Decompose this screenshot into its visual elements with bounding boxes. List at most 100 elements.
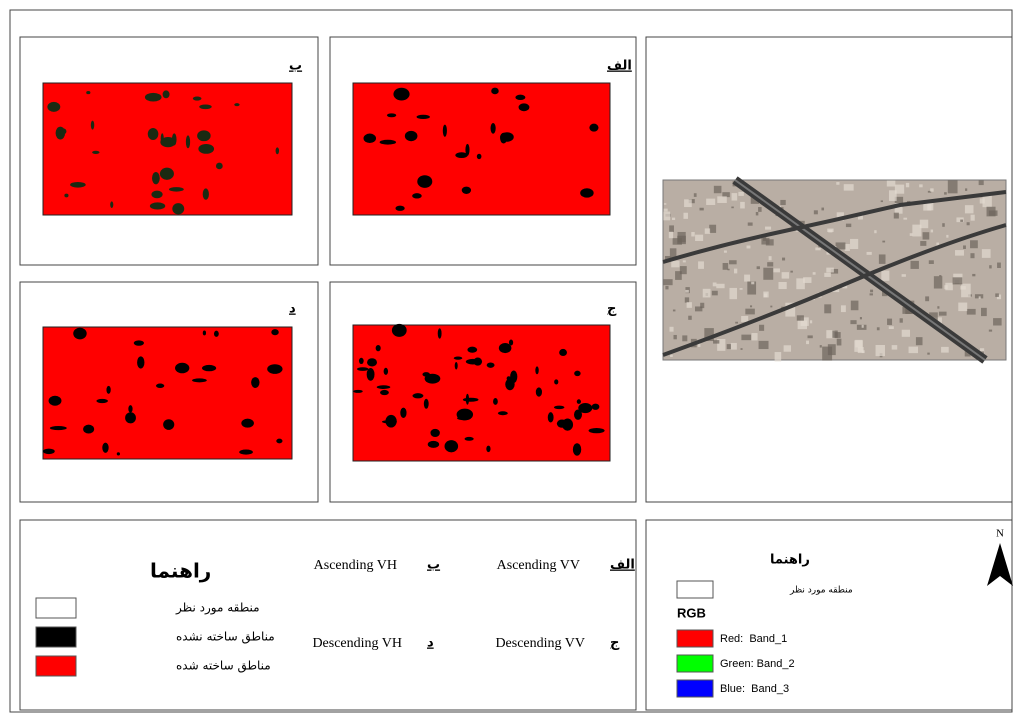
unbuilt-patch xyxy=(149,202,166,210)
unbuilt-patch xyxy=(90,120,95,130)
texture xyxy=(989,265,992,269)
texture xyxy=(712,282,717,287)
texture xyxy=(702,288,711,298)
unbuilt-patch xyxy=(202,188,209,200)
texture xyxy=(933,276,943,289)
texture xyxy=(905,182,910,188)
unbuilt-patch xyxy=(486,445,491,453)
unbuilt-patch xyxy=(137,356,145,369)
unbuilt-patch xyxy=(518,103,530,112)
unbuilt-patch xyxy=(363,133,377,144)
texture xyxy=(974,294,984,299)
unbuilt-patch xyxy=(168,187,184,192)
unbuilt-patch xyxy=(356,367,369,371)
texture xyxy=(970,240,978,249)
texture xyxy=(751,333,758,341)
texture xyxy=(716,283,725,289)
unbuilt-patch xyxy=(427,440,440,448)
texture xyxy=(910,260,919,269)
unbuilt-patch xyxy=(535,366,539,375)
band-label: Green: Band_2 xyxy=(720,658,795,670)
texture xyxy=(722,192,730,198)
unbuilt-patch xyxy=(493,398,498,405)
unbuilt-patch xyxy=(505,378,515,391)
texture xyxy=(785,302,796,317)
texture xyxy=(679,266,687,275)
unbuilt-patch xyxy=(175,362,190,374)
texture xyxy=(812,272,816,275)
unbuilt-patch xyxy=(163,419,175,430)
texture xyxy=(938,311,947,316)
texture xyxy=(819,345,822,348)
texture xyxy=(669,225,674,232)
texture xyxy=(894,202,903,214)
texture xyxy=(824,304,832,314)
texture xyxy=(855,339,863,348)
unbuilt-patch xyxy=(424,373,441,384)
texture xyxy=(903,217,908,220)
built-area xyxy=(42,82,293,216)
texture xyxy=(901,274,906,277)
texture xyxy=(770,305,773,308)
unbuilt-patch xyxy=(48,395,62,406)
band-swatch xyxy=(676,654,714,673)
unbuilt-patch xyxy=(147,127,159,141)
texture xyxy=(870,289,874,293)
unbuilt-patch xyxy=(574,409,583,420)
texture xyxy=(927,201,934,211)
texture xyxy=(875,344,885,357)
texture xyxy=(717,196,727,203)
unbuilt-patch xyxy=(96,398,108,404)
texture xyxy=(684,199,692,208)
texture xyxy=(782,257,786,261)
texture xyxy=(711,290,718,296)
unbuilt-patch xyxy=(578,402,593,414)
unbuilt-patch xyxy=(442,124,447,137)
texture xyxy=(765,226,772,230)
unbuilt-patch xyxy=(172,203,185,215)
unbuilt-patch xyxy=(437,328,442,339)
texture xyxy=(741,315,749,322)
texture xyxy=(717,338,726,351)
panel-label: د xyxy=(289,302,296,317)
texture xyxy=(828,229,833,233)
legend-label: مناطق ساخته نشده xyxy=(176,630,275,645)
texture xyxy=(763,236,767,241)
texture xyxy=(670,354,673,357)
unbuilt-patch xyxy=(453,356,463,360)
unbuilt-patch xyxy=(417,175,433,188)
texture xyxy=(850,300,859,311)
texture xyxy=(663,211,671,221)
unbuilt-patch xyxy=(375,344,381,352)
texture xyxy=(796,315,804,321)
key-name: Ascending VH xyxy=(314,558,397,573)
unbuilt-patch xyxy=(275,147,280,155)
texture xyxy=(891,345,898,350)
texture xyxy=(729,287,738,300)
unbuilt-patch xyxy=(497,411,508,416)
texture xyxy=(663,208,668,212)
texture xyxy=(723,250,727,253)
key-letter: الف xyxy=(610,558,635,573)
texture xyxy=(733,268,738,274)
texture xyxy=(978,296,981,299)
key-letter: د xyxy=(427,636,434,651)
texture xyxy=(941,346,949,353)
band-swatch xyxy=(676,679,714,698)
texture xyxy=(740,201,745,209)
texture xyxy=(824,272,831,277)
unbuilt-patch xyxy=(159,167,174,180)
key-name: Ascending VV xyxy=(497,558,580,573)
key-letter: ب xyxy=(427,558,440,573)
unbuilt-patch xyxy=(276,438,283,444)
texture xyxy=(939,275,942,277)
texture xyxy=(682,260,686,263)
texture xyxy=(919,184,923,188)
texture xyxy=(981,307,987,317)
texture xyxy=(706,198,716,205)
texture xyxy=(878,254,886,264)
unbuilt-patch xyxy=(412,193,422,199)
unbuilt-patch xyxy=(102,442,109,453)
texture xyxy=(876,327,880,331)
texture xyxy=(857,213,863,220)
